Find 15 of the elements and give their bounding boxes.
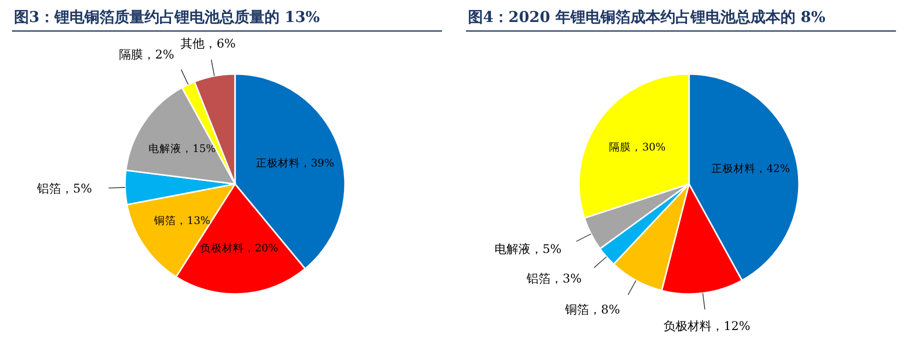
- title: 图3：锂电铜箔质量约占锂电池总质量的 13%: [14, 8, 320, 26]
- data-label: 正极材料，39%: [256, 157, 334, 170]
- data-label: 电解液，15%: [148, 143, 216, 156]
- data-label: 铝箔，5%: [37, 182, 92, 196]
- data-label: 电解液，5%: [494, 242, 562, 256]
- data-label: 其他，6%: [180, 36, 236, 51]
- data-label: 隔膜，30%: [609, 142, 666, 154]
- data-label: 隔膜，2%: [119, 48, 174, 62]
- data-label: 铝箔，3%: [526, 272, 582, 286]
- data-label: 铜箔，8%: [565, 302, 620, 316]
- title: 图4：2020 年锂电铜箔成本约占锂电池总成本的 8%: [468, 8, 826, 26]
- data-label: 铜箔，13%: [154, 214, 210, 227]
- data-label: 负极材料，12%: [664, 318, 750, 333]
- data-label: 负极材料，20%: [200, 242, 278, 255]
- data-label: 正极材料，42%: [712, 163, 790, 176]
